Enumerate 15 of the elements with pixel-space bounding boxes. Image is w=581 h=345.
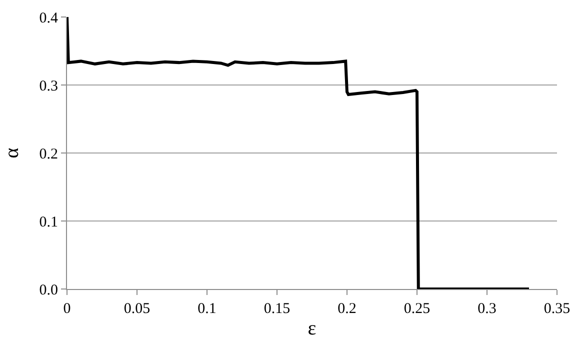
x-tick-label: 0 <box>63 301 71 317</box>
x-tick-label: 0.3 <box>478 301 496 317</box>
x-tick-label: 0.05 <box>124 301 150 317</box>
y-tick-label: 0.1 <box>39 214 58 230</box>
x-tick-label: 0.15 <box>264 301 290 317</box>
y-tick-label: 0.4 <box>39 10 58 26</box>
x-axis-title: ε <box>308 318 316 340</box>
y-tick-label: 0.2 <box>39 146 58 162</box>
x-tick-label: 0.1 <box>198 301 216 317</box>
x-tick-label: 0.25 <box>404 301 430 317</box>
y-tick-label: 0.0 <box>39 282 58 298</box>
x-tick-label: 0.2 <box>338 301 356 317</box>
y-axis-title: α <box>0 147 23 158</box>
y-tick-label: 0.3 <box>39 78 58 94</box>
x-tick-label: 0.35 <box>544 301 570 317</box>
